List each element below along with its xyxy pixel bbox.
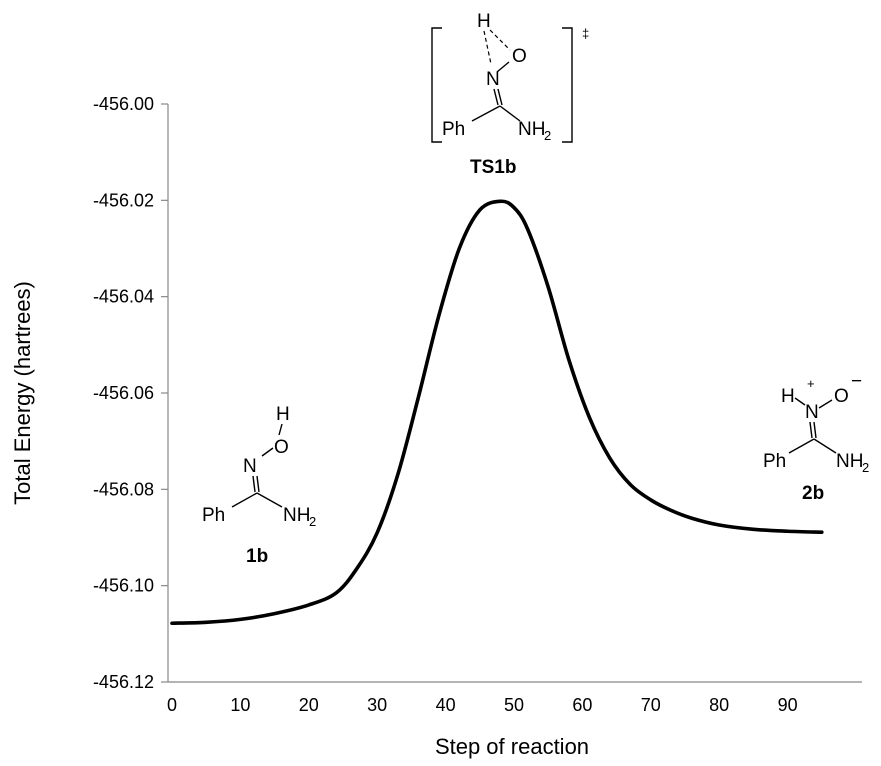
x-tick-label: 30 <box>367 695 387 715</box>
y-tick-label: -456.04 <box>93 287 154 307</box>
x-tick-label: 0 <box>167 695 177 715</box>
svg-text:2: 2 <box>544 128 551 143</box>
x-tick-label: 60 <box>572 695 592 715</box>
svg-text:NH: NH <box>518 119 545 140</box>
y-tick-label: -456.06 <box>93 383 154 403</box>
svg-text:H: H <box>477 11 491 32</box>
y-axis-label: Total Energy (hartrees) <box>10 281 35 505</box>
y-tick-label: -456.02 <box>93 190 154 210</box>
y-tick-label: -456.12 <box>93 672 154 692</box>
energy-series-line <box>170 199 824 626</box>
y-axis-ticks: -456.12 -456.10 -456.08 -456.06 -456.04 -456.… <box>93 94 168 692</box>
reactant-1b-structure: H O N Ph NH 2 1b <box>202 404 316 567</box>
svg-text:2: 2 <box>862 460 869 475</box>
x-axis-ticks: 0 10 20 30 40 50 60 70 80 90 <box>167 695 798 715</box>
ts-label: TS1b <box>470 157 516 178</box>
y-tick-label: -456.08 <box>93 479 154 499</box>
svg-text:−: − <box>851 371 862 392</box>
svg-text:N: N <box>486 69 500 90</box>
svg-text:2: 2 <box>309 514 316 529</box>
x-tick-label: 10 <box>230 695 250 715</box>
x-axis-label: Step of reaction <box>435 734 589 759</box>
svg-text:NH: NH <box>283 505 310 526</box>
svg-text:Ph: Ph <box>442 119 465 140</box>
x-tick-label: 90 <box>778 695 798 715</box>
svg-text:+: + <box>807 376 815 391</box>
y-tick-label: -456.00 <box>93 94 154 114</box>
svg-text:N: N <box>243 456 257 477</box>
product-2b-structure: + H N O − Ph NH 2 2b <box>763 371 869 504</box>
reactant-label: 1b <box>246 546 268 567</box>
svg-text:O: O <box>834 386 849 407</box>
svg-text:Ph: Ph <box>202 505 225 526</box>
svg-text:H: H <box>781 386 795 407</box>
x-tick-label: 80 <box>709 695 729 715</box>
svg-text:H: H <box>276 404 290 425</box>
product-label: 2b <box>802 483 824 504</box>
y-tick-label: -456.10 <box>93 576 154 596</box>
svg-text:N: N <box>805 402 819 423</box>
svg-text:Ph: Ph <box>763 451 786 472</box>
transition-state-ts1b-structure: ‡ H O N Ph NH 2 TS1b <box>431 11 589 178</box>
x-tick-label: 20 <box>299 695 319 715</box>
dagger-symbol: ‡ <box>582 26 589 41</box>
svg-text:O: O <box>274 437 289 458</box>
x-tick-label: 40 <box>436 695 456 715</box>
svg-text:O: O <box>512 46 527 67</box>
svg-text:NH: NH <box>836 451 863 472</box>
x-tick-label: 50 <box>504 695 524 715</box>
x-tick-label: 70 <box>641 695 661 715</box>
